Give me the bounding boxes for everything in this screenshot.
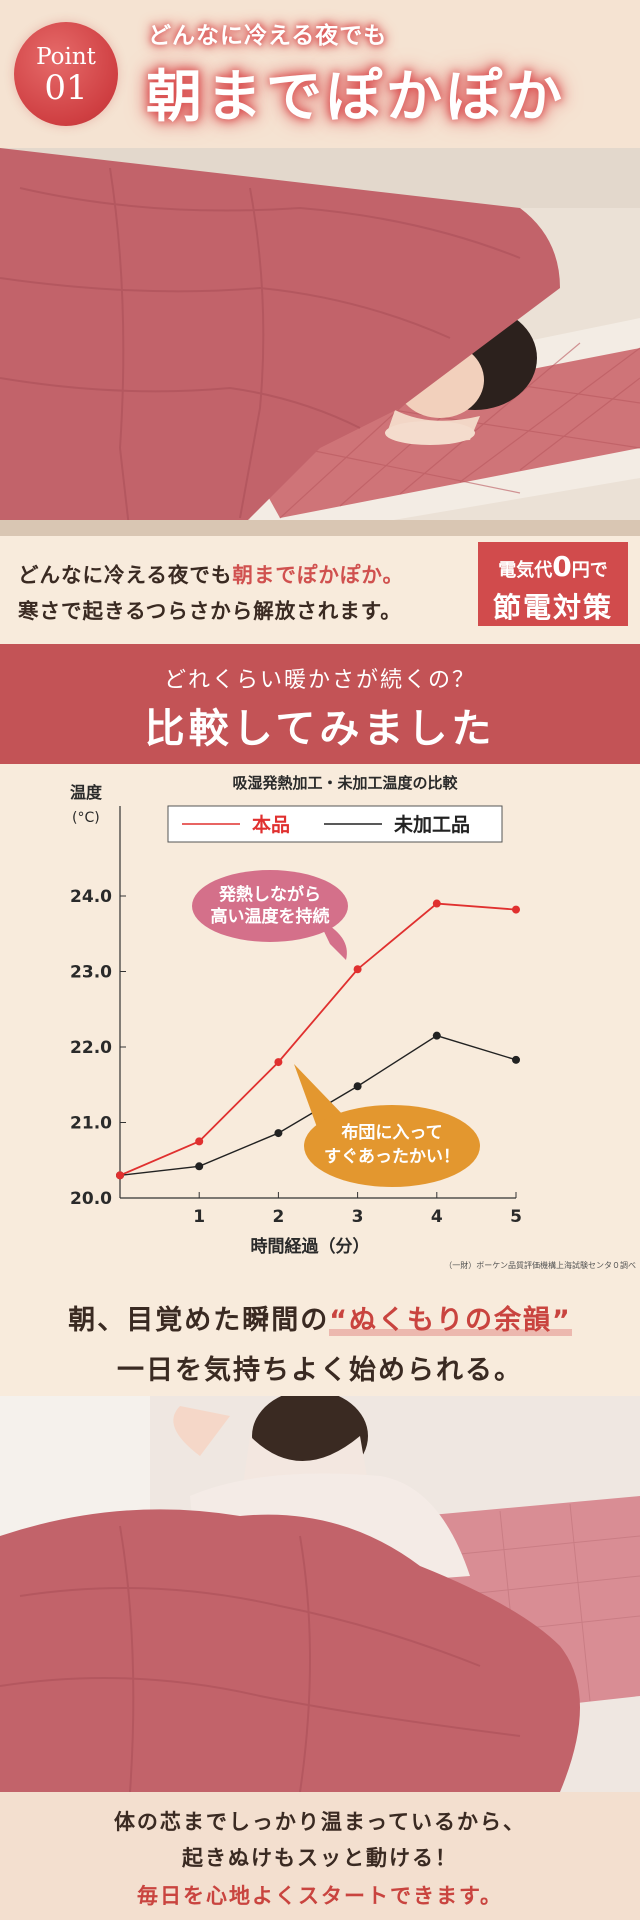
warmth-line-1-prefix: 朝、目覚めた瞬間の (68, 1305, 330, 1336)
intro-line-1-prefix: どんなに冷える夜でも (18, 563, 233, 587)
compare-title: 比較してみました (144, 706, 496, 752)
source-note: （一財）ボーケン品質評価機構上海試験センタ０調べ (444, 1260, 636, 1270)
x-axis-label: 時間経過（分） (251, 1236, 370, 1257)
point-badge: Point 01 (14, 22, 118, 126)
badge-word: Point (36, 44, 96, 70)
waking-illustration (0, 1396, 640, 1792)
legend-label-product: 本品 (252, 813, 290, 836)
chart-title: 吸湿発熱加工・未加工温度の比較 (232, 774, 458, 792)
zero-cost-line-2: 節電対策 (492, 591, 613, 624)
data-point-0 (195, 1137, 204, 1146)
closing-line-3: 毎日を心地よくスタートできます。 (137, 1884, 503, 1908)
sleeping-photo (0, 148, 640, 536)
data-point-0 (116, 1171, 124, 1180)
temperature-chart: 吸湿発熱加工・未加工温度の比較 温度 (°C) 本品 未加工品 20.0 21.0… (0, 764, 640, 1280)
legend-label-untreated: 未加工品 (393, 813, 470, 836)
intro-line-1: どんなに冷える夜でも朝までぽかぽか。 (18, 558, 404, 588)
callout-orange (304, 1105, 480, 1187)
data-point-1 (274, 1129, 283, 1138)
x-tick-label: 5 (510, 1207, 522, 1227)
chart-axes: 20.0 21.0 22.0 23.0 24.0 1 2 3 4 5 (70, 806, 522, 1227)
warmth-line-2: 一日を気持ちよく始められる。 (117, 1355, 523, 1386)
zero-cost-number: 0 (552, 550, 572, 583)
zero-cost-prefix: 電気代 (498, 560, 553, 581)
data-point-0 (274, 1058, 283, 1067)
callout-pink (192, 870, 348, 942)
data-point-1 (512, 1055, 520, 1064)
y-tick-label: 24.0 (70, 887, 112, 907)
y-tick-label: 21.0 (70, 1114, 112, 1134)
callout-orange-tail (294, 1064, 346, 1130)
data-point-0 (512, 905, 520, 914)
y-tick-label: 23.0 (70, 963, 112, 983)
data-point-1 (353, 1082, 362, 1091)
y-tick-label: 22.0 (70, 1038, 112, 1058)
callout-orange-line-2: すぐあったかい！ (324, 1147, 460, 1167)
compare-subtitle: どれくらい暖かさが続くの？ (163, 668, 476, 693)
x-tick-label: 3 (352, 1207, 364, 1227)
data-point-1 (432, 1031, 441, 1040)
compare-banner: どれくらい暖かさが続くの？ 比較してみました (0, 644, 640, 764)
point-header: Point 01 どんなに冷える夜でも 朝までぽかぽか (0, 0, 640, 148)
x-tick-label: 2 (272, 1207, 284, 1227)
warmth-text: 朝、目覚めた瞬間の“ぬくもりの余韻” 一日を気持ちよく始められる。 (0, 1280, 640, 1396)
data-point-1 (195, 1162, 204, 1171)
zero-cost-badge: 電気代0円で 節電対策 (478, 542, 628, 626)
header-title: 朝までぽかぽか (146, 64, 566, 130)
warmth-line-1: 朝、目覚めた瞬間の“ぬくもりの余韻” (0, 1298, 640, 1337)
y-axis-unit: (°C) (72, 810, 100, 826)
badge-number: 01 (44, 68, 88, 108)
series-line-0 (119, 902, 517, 1177)
warmth-line-1-highlight: “ぬくもりの余韻” (329, 1305, 572, 1336)
chart-svg: 吸湿発熱加工・未加工温度の比較 温度 (°C) 本品 未加工品 20.0 21.0… (69, 774, 636, 1270)
closing-line-1: 体の芯までしっかり温まっているから、 (113, 1810, 527, 1834)
intro-line-2: 寒さで起きるつらさから解放されます。 (18, 599, 402, 623)
intro-line-1-highlight: 朝までぽかぽか。 (232, 563, 404, 587)
x-tick-label: 4 (431, 1207, 443, 1227)
y-axis-label: 温度 (69, 783, 103, 802)
data-point-0 (353, 965, 362, 974)
callout-pink-line-2: 高い温度を持続 (211, 906, 330, 927)
header-subtitle: どんなに冷える夜でも (148, 22, 388, 49)
zero-cost-line-1: 電気代0円で (478, 550, 628, 583)
zero-cost-suffix: 円で (571, 560, 608, 581)
x-tick-label: 1 (193, 1207, 205, 1227)
callout-orange-line-1: 布団に入って (341, 1122, 442, 1143)
closing-text: 体の芯までしっかり温まっているから、 起きぬけもスッと動ける！ 毎日を心地よくス… (0, 1792, 640, 1920)
y-tick-label: 20.0 (70, 1189, 112, 1209)
callout-pink-line-1: 発熱しながら (218, 884, 321, 905)
closing-line-2: 起きぬけもスッと動ける！ (182, 1846, 458, 1870)
data-point-0 (432, 899, 441, 908)
sleeping-illustration (0, 148, 640, 536)
waking-photo (0, 1396, 640, 1792)
